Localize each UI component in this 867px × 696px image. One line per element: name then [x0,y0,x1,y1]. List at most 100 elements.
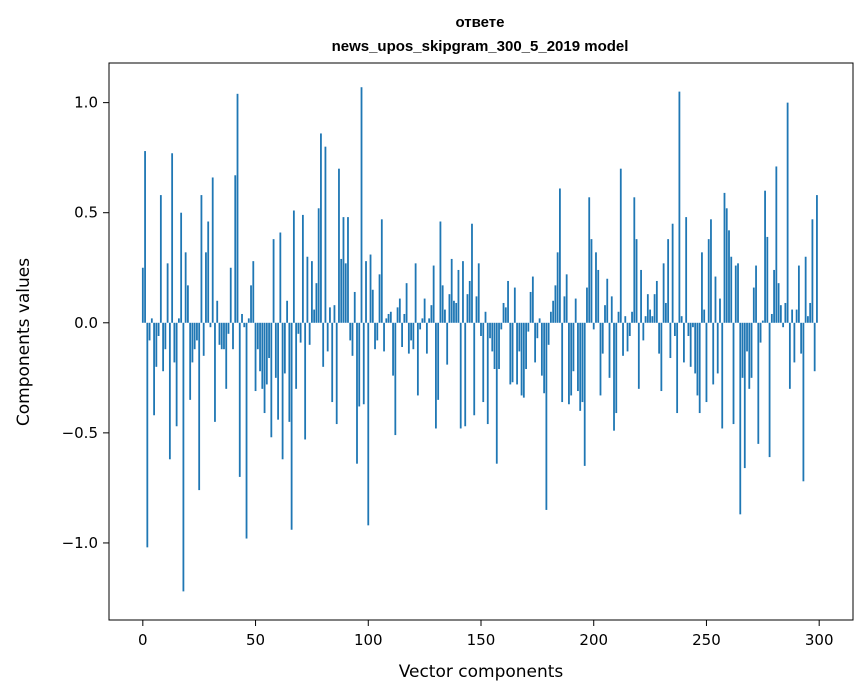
bar [211,177,214,323]
bar [624,316,627,323]
bar [592,322,595,330]
bar [295,322,298,389]
bar [809,302,812,323]
bar [389,311,392,323]
bar [660,322,663,392]
bar [813,322,816,372]
bar [279,232,282,323]
y-axis-label: Components values [14,258,34,426]
bar [468,280,471,323]
bar [216,300,219,323]
bar [561,322,564,403]
bar [804,256,807,323]
bar [538,318,541,323]
bar [313,309,316,323]
bar [705,322,708,403]
bar [166,263,169,323]
y-tick-label: −0.5 [62,424,98,442]
bar [529,291,532,323]
bar [202,322,205,356]
bar [272,239,275,323]
bar [367,322,370,526]
bar [752,287,755,323]
bar [568,322,570,405]
bar [157,322,160,336]
bar [689,322,692,367]
bar [619,168,622,323]
bar [678,91,681,323]
bar [450,258,453,323]
bar [764,190,766,323]
bar [622,322,624,356]
bar [703,309,706,323]
bar [707,239,710,323]
bar [534,322,537,363]
bar [613,322,615,431]
bar [786,102,789,323]
bar [317,208,320,323]
bar [746,322,748,352]
bar [164,322,167,350]
bar [597,269,600,323]
bar [340,258,343,323]
bar [504,307,507,323]
bar [807,316,809,323]
bar [651,316,654,323]
bar [283,322,286,374]
bar [387,313,390,323]
bar [721,322,724,429]
bar [588,197,591,323]
bar [396,307,399,323]
bar [473,322,476,416]
bar [527,322,530,332]
bar [637,322,640,389]
bar [347,217,349,323]
bar [299,322,302,343]
bar [356,322,358,464]
bar [513,287,516,323]
bar [565,274,568,323]
x-tick-label: 150 [467,631,496,649]
bar [719,298,721,323]
bar [777,283,780,323]
bar [225,322,228,389]
x-axis-ticks: 0 50 100 150 200 250 300 [138,620,834,649]
bar [234,175,237,323]
bar [734,265,737,323]
bar [333,305,336,323]
bar [200,195,203,323]
y-tick-label: −1.0 [62,534,98,552]
bar [446,322,449,365]
bar [617,311,620,323]
bar [247,318,250,323]
bar [491,322,494,352]
bar [274,322,277,378]
bar [365,261,367,323]
bar [570,322,573,396]
bar [344,263,347,323]
bar [187,285,189,323]
bar [439,221,442,323]
bar [263,322,266,414]
bar [173,322,176,363]
bar [687,322,690,336]
bar [378,274,381,323]
bar [189,322,192,400]
bar [410,322,413,341]
bar [360,87,363,323]
bar [466,294,469,323]
bar [144,151,146,323]
bar [782,322,785,328]
bar [784,302,787,323]
bar [667,239,670,323]
bar [281,322,284,460]
bar [525,322,527,370]
bar [748,322,751,389]
bar [662,263,665,323]
bar [545,322,548,510]
bar [673,322,676,336]
bar [716,322,719,374]
bar [559,188,561,323]
bar [536,322,539,339]
bar [574,298,577,323]
